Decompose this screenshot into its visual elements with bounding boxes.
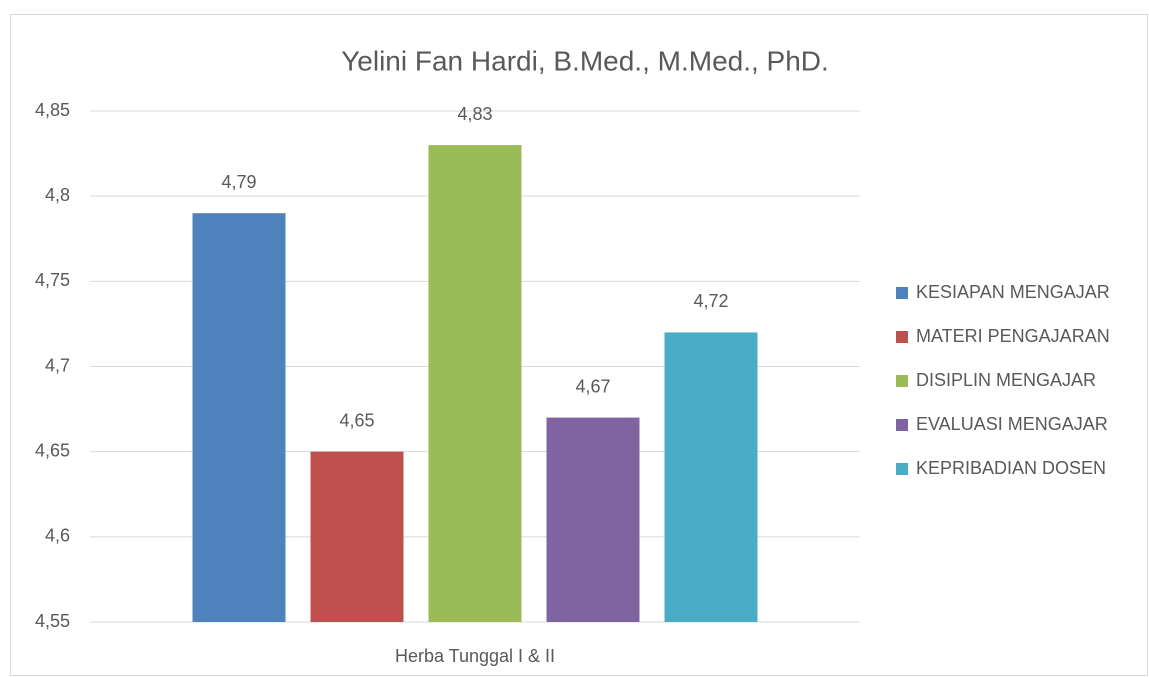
x-tick-label: Herba Tunggal I & II bbox=[395, 646, 555, 666]
legend-label: MATERI PENGAJARAN bbox=[916, 326, 1110, 346]
y-tick-label: 4,65 bbox=[35, 440, 70, 460]
y-tick-label: 4,6 bbox=[45, 526, 70, 546]
legend-label: KESIAPAN MENGAJAR bbox=[916, 282, 1110, 302]
y-tick-label: 4,7 bbox=[45, 355, 70, 375]
y-tick-label: 4,55 bbox=[35, 611, 70, 631]
data-label: 4,83 bbox=[457, 104, 492, 124]
y-tick-label: 4,8 bbox=[45, 185, 70, 205]
legend-swatch bbox=[896, 419, 908, 431]
data-label: 4,72 bbox=[693, 291, 728, 311]
legend-swatch bbox=[896, 463, 908, 475]
legend-swatch bbox=[896, 375, 908, 387]
legend-label: KEPRIBADIAN DOSEN bbox=[916, 458, 1106, 478]
bar bbox=[192, 213, 286, 622]
bar bbox=[310, 451, 404, 622]
legend-swatch bbox=[896, 287, 908, 299]
data-label: 4,65 bbox=[339, 410, 374, 430]
bar bbox=[546, 417, 640, 622]
y-tick-label: 4,75 bbox=[35, 270, 70, 290]
legend-label: DISIPLIN MENGAJAR bbox=[916, 370, 1096, 390]
bar bbox=[664, 332, 758, 622]
y-tick-label: 4,85 bbox=[35, 100, 70, 120]
data-label: 4,67 bbox=[575, 376, 610, 396]
bar bbox=[428, 145, 522, 623]
chart-title: Yelini Fan Hardi, B.Med., M.Med., PhD. bbox=[341, 45, 829, 76]
legend-label: EVALUASI MENGAJAR bbox=[916, 414, 1108, 434]
legend-swatch bbox=[896, 331, 908, 343]
data-label: 4,79 bbox=[221, 172, 256, 192]
